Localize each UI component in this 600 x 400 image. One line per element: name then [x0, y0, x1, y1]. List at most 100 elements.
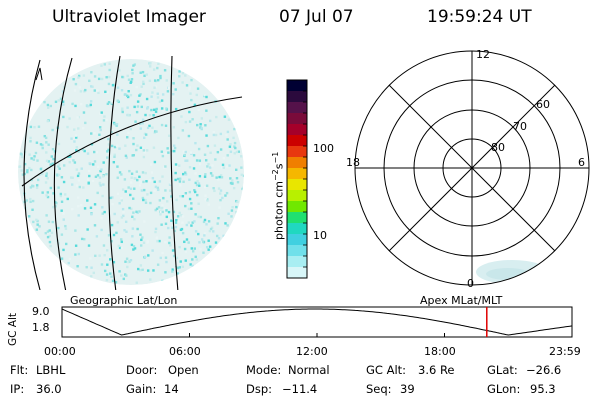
dsp-value: −11.4	[282, 382, 318, 396]
uv-pixel	[23, 172, 26, 176]
uv-pixel	[121, 207, 125, 211]
uv-pixel	[149, 163, 153, 166]
uv-pixel	[89, 100, 93, 103]
uv-pixel	[220, 176, 224, 179]
uv-pixel	[23, 200, 27, 204]
uv-pixel	[219, 189, 223, 192]
uv-pixel	[140, 189, 144, 192]
uv-pixel	[52, 192, 55, 195]
uv-pixel	[111, 202, 114, 206]
date-label: 07 Jul 07	[279, 7, 354, 27]
uv-pixel	[230, 209, 234, 212]
uv-pixel	[166, 147, 169, 150]
uv-pixel	[128, 169, 131, 173]
uv-pixel	[206, 199, 209, 202]
uv-pixel	[197, 182, 201, 185]
uv-pixel	[144, 113, 147, 117]
mlt-label-18: 18	[346, 156, 360, 169]
uv-pixel	[135, 85, 139, 89]
uv-pixel	[173, 267, 177, 270]
uv-pixel	[133, 63, 137, 66]
uv-pixel	[164, 189, 167, 192]
uv-pixel	[88, 104, 92, 108]
uv-pixel	[91, 85, 94, 89]
uv-pixel	[94, 254, 97, 258]
uv-pixel	[142, 155, 146, 159]
flt-label: Flt:	[10, 363, 29, 377]
uv-pixel	[63, 86, 66, 89]
uv-pixel	[195, 159, 199, 162]
colorbar-band	[287, 146, 307, 158]
uv-pixel	[202, 240, 205, 243]
uv-pixel	[62, 218, 65, 221]
uv-pixel	[176, 266, 180, 270]
uv-pixel	[183, 171, 187, 174]
uv-pixel	[103, 63, 107, 66]
uv-pixel	[83, 207, 87, 210]
uv-pixel	[183, 247, 187, 251]
uv-pixel	[154, 110, 158, 113]
uv-pixel	[115, 144, 119, 148]
uv-pixel	[44, 231, 47, 235]
uv-pixel	[203, 185, 207, 189]
uv-pixel	[227, 212, 230, 215]
uv-pixel	[25, 199, 29, 202]
uv-pixel	[129, 125, 132, 128]
uv-pixel	[240, 173, 243, 177]
uv-pixel	[120, 199, 124, 202]
uv-pixel	[46, 177, 49, 180]
uv-pixel	[172, 149, 176, 153]
uv-pixel	[178, 164, 181, 167]
uv-pixel	[153, 131, 156, 134]
uv-pixel	[175, 218, 178, 222]
uv-pixel	[216, 222, 219, 225]
uv-pixel	[33, 155, 36, 158]
uv-pixel	[58, 167, 61, 170]
uv-pixel	[162, 109, 165, 112]
uv-pixel	[226, 154, 229, 157]
uv-pixel	[217, 178, 220, 181]
timeline-tick-4: 23:59	[549, 345, 581, 358]
uv-pixel	[19, 152, 23, 155]
uv-pixel	[124, 154, 128, 158]
uv-pixel	[113, 212, 116, 216]
uv-pixel	[203, 94, 206, 98]
uv-pixel	[86, 178, 90, 181]
uv-pixel	[204, 124, 207, 127]
uv-pixel	[38, 225, 41, 228]
uv-pixel	[54, 100, 58, 104]
colorbar-band	[287, 124, 307, 136]
uv-pixel	[146, 107, 149, 110]
uv-pixel	[131, 227, 135, 230]
uv-pixel	[132, 245, 136, 248]
uv-pixel	[174, 221, 178, 224]
uv-pixel	[190, 78, 193, 82]
uv-pixel	[193, 189, 196, 192]
uv-pixel	[57, 173, 61, 177]
uv-pixel	[190, 207, 193, 210]
uv-pixel	[144, 171, 147, 175]
uv-pixel	[51, 205, 55, 209]
uv-pixel	[87, 244, 91, 247]
uv-pixel	[89, 206, 93, 210]
uv-pixel	[130, 176, 133, 179]
uv-pixel	[166, 90, 170, 93]
uv-pixel	[218, 206, 221, 209]
glat-value: −26.6	[526, 363, 562, 377]
uv-pixel	[120, 197, 123, 200]
uv-pixel	[125, 257, 129, 260]
uv-pixel	[45, 159, 49, 163]
uv-pixel	[141, 70, 145, 74]
uv-pixel	[120, 173, 123, 176]
uv-pixel	[148, 124, 151, 128]
uv-pixel	[111, 196, 114, 199]
uv-pixel	[129, 258, 133, 262]
uv-pixel	[181, 215, 185, 218]
timeline-y-top: 9.0	[32, 305, 50, 318]
uv-pixel	[62, 248, 65, 252]
uv-pixel	[163, 166, 166, 169]
uv-pixel	[111, 128, 114, 132]
uv-pixel	[121, 107, 124, 110]
uv-pixel	[217, 216, 220, 220]
uv-pixel	[120, 89, 124, 92]
